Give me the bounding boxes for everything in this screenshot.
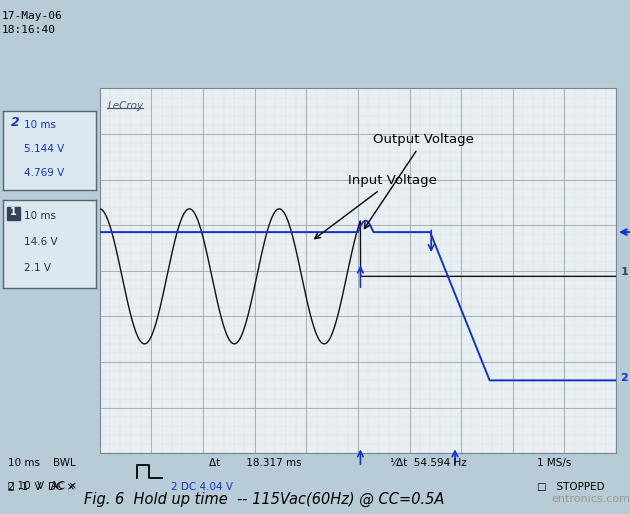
Text: 2.1 V: 2.1 V	[24, 263, 50, 273]
Text: 1: 1	[9, 207, 16, 216]
Text: □   STOPPED: □ STOPPED	[537, 482, 605, 491]
Text: 4.769 V: 4.769 V	[24, 168, 64, 178]
Text: LeCroy: LeCroy	[107, 101, 144, 111]
Text: 14.6 V: 14.6 V	[24, 237, 57, 247]
Text: 1 MS/s: 1 MS/s	[537, 458, 571, 468]
Text: Output Voltage: Output Voltage	[364, 133, 474, 229]
Text: 17-May-06
18:16:40: 17-May-06 18:16:40	[2, 11, 62, 34]
Text: ¹⁄Δt  54.594 Hz: ¹⁄Δt 54.594 Hz	[390, 458, 467, 468]
FancyBboxPatch shape	[7, 207, 20, 219]
Text: Input Voltage: Input Voltage	[315, 174, 437, 238]
Text: ⑙ 10  V  AC ×: ⑙ 10 V AC ×	[8, 480, 77, 490]
Text: entronics.com: entronics.com	[551, 494, 630, 504]
Text: 2 .1  V  DC ×: 2 .1 V DC ×	[8, 482, 76, 491]
Text: 2: 2	[621, 373, 628, 383]
Text: 2 DC 4.04 V: 2 DC 4.04 V	[171, 482, 233, 491]
Text: 10 ms    BWL: 10 ms BWL	[8, 458, 76, 468]
Text: 5.144 V: 5.144 V	[24, 144, 64, 154]
Text: 10 ms: 10 ms	[24, 211, 55, 221]
Text: Fig. 6  Hold up time  -- 115Vac(60Hz) @ CC=0.5A: Fig. 6 Hold up time -- 115Vac(60Hz) @ CC…	[84, 491, 445, 507]
Text: Δt        18.317 ms: Δt 18.317 ms	[209, 458, 301, 468]
Text: 2: 2	[11, 116, 20, 129]
Text: 1: 1	[621, 267, 628, 277]
Text: 10 ms: 10 ms	[24, 120, 55, 130]
